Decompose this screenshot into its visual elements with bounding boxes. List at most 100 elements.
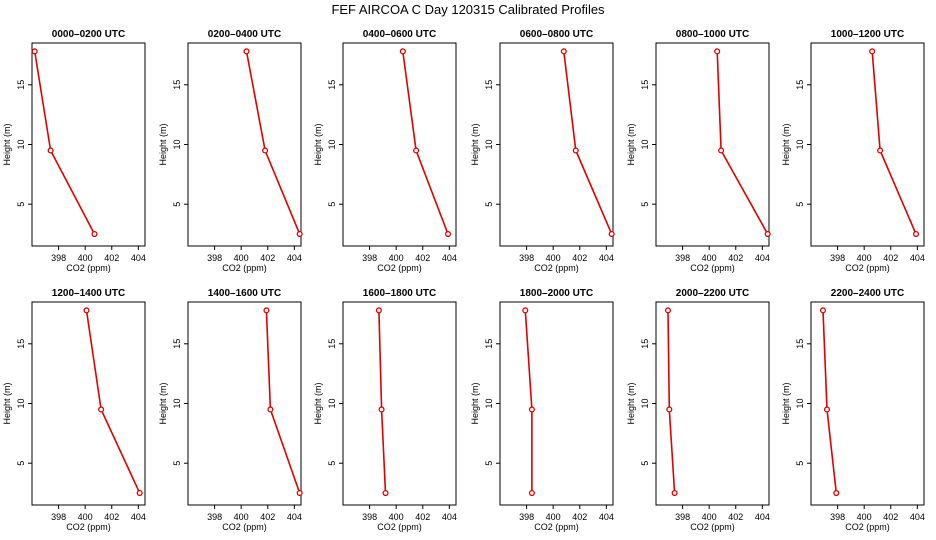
data-point (666, 406, 673, 413)
x-tick-label: 402 (728, 253, 743, 263)
plot-frame (499, 301, 614, 506)
plot-frame (187, 42, 302, 247)
y-tick-label: 15 (172, 339, 182, 349)
co2-profile-line (716, 51, 769, 235)
data-point (375, 307, 382, 314)
panel-title: 1000–1200 UTC (831, 29, 904, 40)
x-tick-label: 402 (415, 253, 430, 263)
x-tick-label: 398 (675, 512, 690, 522)
panel-title: 0400–0600 UTC (363, 29, 436, 40)
y-axis-label: Height (m) (313, 382, 323, 424)
figure-title: FEF AIRCOA C Day 120315 Calibrated Profi… (331, 2, 605, 17)
data-point (267, 406, 274, 413)
y-tick-label: 15 (327, 339, 337, 349)
panel-title: 0000–0200 UTC (52, 29, 125, 40)
plot-frame (342, 301, 457, 506)
profile-panel: 0000–0200 UTC 398 400 402 404 5 10 15 CO2 (ppm) H… (2, 29, 146, 273)
y-tick-label: 5 (640, 461, 650, 466)
panel-title: 0600–0800 UTC (520, 29, 593, 40)
y-axis-label: Height (m) (470, 382, 480, 424)
y-axis-label: Height (m) (313, 123, 323, 165)
x-tick-label: 404 (287, 253, 302, 263)
y-axis-label: Height (m) (2, 382, 12, 424)
data-point (664, 307, 672, 314)
y-tick-label: 15 (640, 339, 650, 349)
profile-panel: 1400–1600 UTC 398 400 402 404 5 10 15 CO2 (ppm) H… (158, 288, 303, 532)
panel-grid: 0000–0200 UTC 398 400 402 404 5 10 15 CO2 (ppm) H… (2, 29, 925, 532)
x-tick-label: 404 (755, 253, 770, 263)
x-axis-label: CO2 (ppm) (222, 263, 267, 273)
data-point (399, 48, 406, 55)
data-point (714, 48, 721, 55)
plot-frame (187, 301, 302, 506)
x-tick-label: 402 (260, 253, 275, 263)
x-tick-label: 398 (51, 253, 66, 263)
panel-title: 1200–1400 UTC (52, 288, 125, 299)
x-tick-label: 402 (104, 512, 119, 522)
y-tick-label: 10 (16, 139, 26, 149)
y-axis-label: Height (m) (2, 123, 12, 165)
profile-panel: 0400–0600 UTC 398 400 402 404 5 10 15 CO2 (ppm) H… (313, 29, 457, 273)
data-point (296, 490, 303, 497)
x-axis-label: CO2 (ppm) (222, 522, 267, 532)
y-tick-label: 15 (327, 80, 337, 90)
x-tick-label: 404 (599, 512, 614, 522)
x-tick-label: 402 (415, 512, 430, 522)
x-axis-label: CO2 (ppm) (377, 263, 422, 273)
plot-frame (31, 301, 146, 506)
co2-profile-line (822, 310, 838, 494)
y-tick-label: 15 (484, 339, 494, 349)
data-point (823, 406, 831, 413)
x-tick-label: 400 (389, 512, 404, 522)
data-point (413, 147, 420, 154)
x-axis-label: CO2 (ppm) (66, 263, 111, 273)
data-point (262, 147, 269, 154)
y-tick-label: 5 (640, 202, 650, 207)
x-tick-label: 398 (830, 253, 845, 263)
y-tick-label: 5 (795, 461, 805, 466)
y-tick-label: 5 (795, 202, 805, 207)
data-point (912, 231, 920, 238)
data-point (378, 406, 385, 413)
data-point (671, 490, 678, 497)
panel-title: 0800–1000 UTC (676, 29, 749, 40)
x-tick-label: 400 (234, 253, 249, 263)
x-tick-label: 398 (207, 512, 222, 522)
x-tick-label: 402 (104, 253, 119, 263)
data-point (31, 48, 38, 55)
y-tick-label: 10 (795, 139, 805, 149)
y-axis-label: Height (m) (158, 382, 168, 424)
x-tick-label: 398 (207, 253, 222, 263)
x-tick-label: 398 (519, 512, 534, 522)
co2-profile-line (245, 51, 301, 235)
profile-panel: 1800–2000 UTC 398 400 402 404 5 10 15 CO2 (ppm) H… (470, 288, 614, 532)
panel-title: 2200–2400 UTC (831, 288, 904, 299)
plot-frame (499, 42, 614, 247)
panel-title: 1800–2000 UTC (520, 288, 593, 299)
data-point (91, 231, 98, 238)
y-tick-label: 15 (172, 80, 182, 90)
x-tick-label: 400 (702, 253, 717, 263)
y-tick-label: 10 (640, 398, 650, 408)
data-point (47, 147, 54, 154)
panel-title: 0200–0400 UTC (208, 29, 281, 40)
data-point (243, 48, 250, 55)
co2-profile-line (85, 310, 141, 494)
x-tick-label: 398 (519, 253, 534, 263)
x-tick-label: 404 (599, 253, 614, 263)
data-point (98, 406, 105, 413)
x-tick-label: 398 (830, 512, 845, 522)
x-tick-label: 404 (131, 512, 146, 522)
x-tick-label: 398 (675, 253, 690, 263)
x-tick-label: 402 (260, 512, 275, 522)
y-tick-label: 10 (795, 398, 805, 408)
x-tick-label: 404 (131, 253, 146, 263)
panel-title: 2000–2200 UTC (676, 288, 749, 299)
x-tick-label: 400 (857, 253, 872, 263)
y-tick-label: 15 (640, 80, 650, 90)
x-axis-label: CO2 (ppm) (845, 263, 890, 273)
y-tick-label: 10 (484, 398, 494, 408)
x-tick-label: 398 (362, 253, 377, 263)
data-point (444, 231, 452, 238)
y-tick-label: 15 (16, 80, 26, 90)
